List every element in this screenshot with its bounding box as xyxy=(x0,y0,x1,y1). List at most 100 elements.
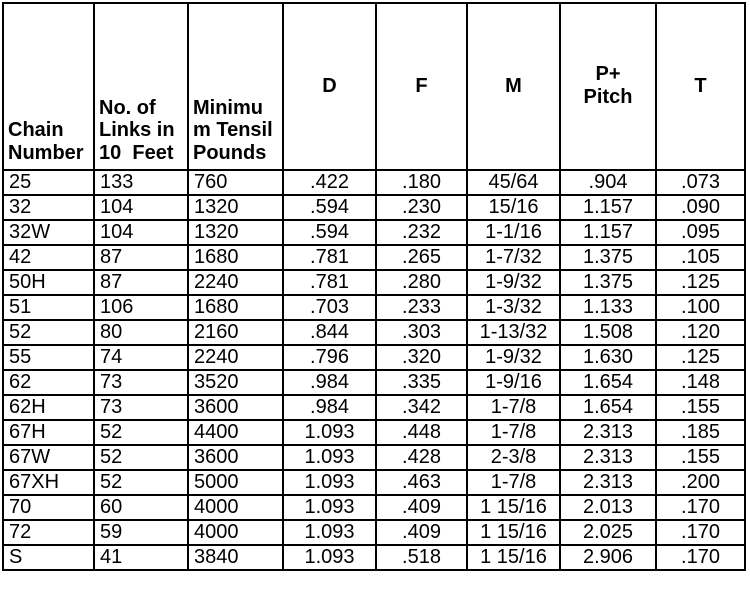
table-cell: 3840 xyxy=(187,544,284,571)
table-row: 67XH 52 5000 1.093.463 1-7/8 2.313.200 xyxy=(2,469,746,496)
table-cell: 1-9/32 xyxy=(466,344,561,371)
table-cell: 3600 xyxy=(187,394,284,421)
table-cell: 1.375 xyxy=(559,244,657,271)
col-header-chain-number: Chain Number xyxy=(2,2,95,171)
table-cell: 1.093 xyxy=(282,494,377,521)
table-cell: 1-9/16 xyxy=(466,369,561,396)
table-row: 51 106 1680.703.233 1-3/32 1.133.100 xyxy=(2,294,746,321)
table-body: 25 133 760.422.180 45/64.904.073 32 104 1320.5… xyxy=(2,169,746,571)
table-row: S 41 3840 1.093.518 1 15/16 2.906.170 xyxy=(2,544,746,571)
table-cell: 104 xyxy=(93,194,189,221)
col-header-p-plus-pitch: P+ Pitch xyxy=(559,2,657,171)
table-cell: 1.654 xyxy=(559,394,657,421)
table-cell: .594 xyxy=(282,219,377,246)
table-cell: 2.906 xyxy=(559,544,657,571)
table-row: 32W 104 1320.594.232 1-1/16 1.157.095 xyxy=(2,219,746,246)
table-cell: .320 xyxy=(375,344,468,371)
table-cell: 1320 xyxy=(187,194,284,221)
table-row: 70 60 4000 1.093.409 1 15/16 2.013.170 xyxy=(2,494,746,521)
table-row: 62H 73 3600.984.342 1-7/8 1.654.155 xyxy=(2,394,746,421)
table-cell: 50H xyxy=(2,269,95,296)
table-cell: 1-7/8 xyxy=(466,419,561,446)
table-cell: .342 xyxy=(375,394,468,421)
table-cell: 106 xyxy=(93,294,189,321)
table-cell: .448 xyxy=(375,419,468,446)
table-cell: .170 xyxy=(655,519,746,546)
table-cell: 1-7/8 xyxy=(466,469,561,496)
table-cell: .781 xyxy=(282,244,377,271)
table-cell: .230 xyxy=(375,194,468,221)
table-cell: 41 xyxy=(93,544,189,571)
table-cell: 87 xyxy=(93,244,189,271)
table-cell: .155 xyxy=(655,394,746,421)
table-cell: 25 xyxy=(2,169,95,196)
table-cell: 1.093 xyxy=(282,444,377,471)
table-cell: .422 xyxy=(282,169,377,196)
table-cell: 1 15/16 xyxy=(466,494,561,521)
table-cell: 1680 xyxy=(187,244,284,271)
table-cell: .170 xyxy=(655,544,746,571)
table-cell: 62H xyxy=(2,394,95,421)
table-cell: 2160 xyxy=(187,319,284,346)
table-cell: .125 xyxy=(655,344,746,371)
table-cell: 32 xyxy=(2,194,95,221)
table-cell: 3600 xyxy=(187,444,284,471)
table-cell: .200 xyxy=(655,469,746,496)
table-cell: .170 xyxy=(655,494,746,521)
table-cell: 52 xyxy=(93,419,189,446)
table-cell: .463 xyxy=(375,469,468,496)
table-cell: .232 xyxy=(375,219,468,246)
table-cell: 1.093 xyxy=(282,544,377,571)
table-cell: 2.313 xyxy=(559,469,657,496)
table-cell: 67H xyxy=(2,419,95,446)
table-cell: 2.013 xyxy=(559,494,657,521)
table-cell: 2.313 xyxy=(559,419,657,446)
table-cell: 67W xyxy=(2,444,95,471)
table-cell: .100 xyxy=(655,294,746,321)
table-cell: 1.133 xyxy=(559,294,657,321)
table-cell: 1 15/16 xyxy=(466,519,561,546)
table-row: 72 59 4000 1.093.409 1 15/16 2.025.170 xyxy=(2,519,746,546)
table-cell: 4000 xyxy=(187,494,284,521)
col-header-links-in-10-feet: No. of Links in 10 Feet xyxy=(93,2,189,171)
table-cell: .105 xyxy=(655,244,746,271)
chain-specification-table: Chain Number No. of Links in 10 Feet Min… xyxy=(2,2,746,571)
col-header-t: T xyxy=(655,2,746,171)
col-header-f: F xyxy=(375,2,468,171)
table-cell: .073 xyxy=(655,169,746,196)
table-cell: 67XH xyxy=(2,469,95,496)
table-cell: 1.630 xyxy=(559,344,657,371)
table-cell: 2-3/8 xyxy=(466,444,561,471)
table-cell: 2240 xyxy=(187,344,284,371)
table-cell: .125 xyxy=(655,269,746,296)
table-cell: 51 xyxy=(2,294,95,321)
header-row: Chain Number No. of Links in 10 Feet Min… xyxy=(2,2,746,171)
table-cell: 42 xyxy=(2,244,95,271)
table-cell: 1320 xyxy=(187,219,284,246)
table-row: 50H 87 2240.781.280 1-9/32 1.375.125 xyxy=(2,269,746,296)
table-cell: .095 xyxy=(655,219,746,246)
table-row: 32 104 1320.594.230 15/16 1.157.090 xyxy=(2,194,746,221)
table-cell: .904 xyxy=(559,169,657,196)
col-header-minimum-tensil-pounds: Minimu m Tensil Pounds xyxy=(187,2,284,171)
table-cell: .428 xyxy=(375,444,468,471)
table-cell: .265 xyxy=(375,244,468,271)
table-cell: 1.093 xyxy=(282,469,377,496)
table-cell: .984 xyxy=(282,394,377,421)
table-cell: .120 xyxy=(655,319,746,346)
table-cell: 1.375 xyxy=(559,269,657,296)
col-header-m: M xyxy=(466,2,561,171)
table-cell: 87 xyxy=(93,269,189,296)
table-row: 52 80 2160.844.303 1-13/32 1.508.120 xyxy=(2,319,746,346)
table-row: 42 87 1680.781.265 1-7/32 1.375.105 xyxy=(2,244,746,271)
table-row: 62 73 3520.984.335 1-9/16 1.654.148 xyxy=(2,369,746,396)
table-cell: 70 xyxy=(2,494,95,521)
table-cell: 1.157 xyxy=(559,219,657,246)
table-cell: 4000 xyxy=(187,519,284,546)
table-cell: .090 xyxy=(655,194,746,221)
table-cell: 15/16 xyxy=(466,194,561,221)
table-cell: 52 xyxy=(93,444,189,471)
table-cell: .303 xyxy=(375,319,468,346)
table-cell: .984 xyxy=(282,369,377,396)
table-cell: .409 xyxy=(375,494,468,521)
